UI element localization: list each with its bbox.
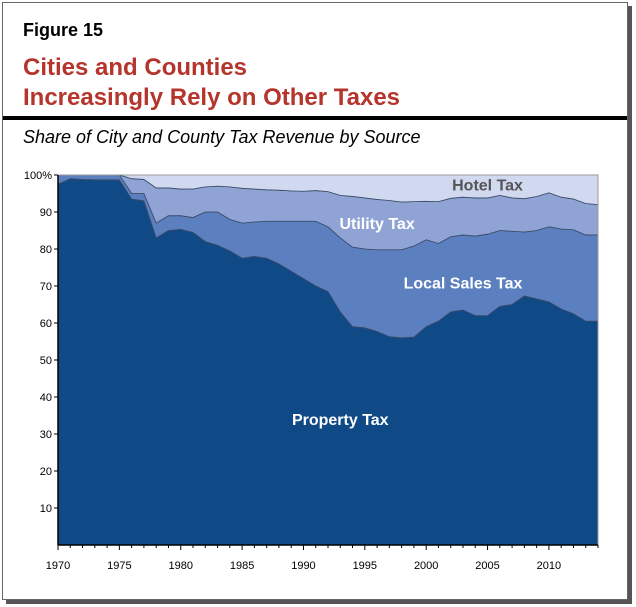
x-tick-label: 2010	[537, 560, 561, 572]
x-tick-label: 2005	[475, 560, 499, 572]
x-tick-label: 1985	[230, 560, 254, 572]
title-line-1: Cities and Counties	[23, 54, 248, 81]
x-tick-label: 1980	[168, 560, 192, 572]
y-tick-label: 60	[40, 318, 52, 330]
series-labels: Property Tax Local Sales Tax Utility Tax Ho…	[292, 177, 523, 429]
y-tick-label: 90	[40, 207, 52, 219]
chart-subtitle: Share of City and County Tax Revenue by …	[23, 127, 421, 147]
y-tick-label: 30	[40, 429, 52, 441]
y-tick-label: 40	[40, 392, 52, 404]
label-property-tax: Property Tax	[292, 412, 389, 429]
label-utility-tax: Utility Tax	[339, 216, 414, 233]
x-tick-label: 1995	[353, 560, 377, 572]
y-tick-label: 70	[40, 281, 52, 293]
label-local-sales-tax: Local Sales Tax	[404, 275, 523, 292]
y-tick-label: 100%	[24, 170, 52, 182]
label-hotel-tax: Hotel Tax	[452, 177, 523, 194]
y-tick-label: 10	[40, 503, 52, 515]
y-tick-label: 20	[40, 466, 52, 478]
y-tick-label: 50	[40, 355, 52, 367]
x-tick-label: 1970	[46, 560, 70, 572]
areas-layer	[57, 174, 599, 546]
axes-layer: 10 20 30 40 50 60 70 80 90 100% 1970 1975 1980 1985 19…	[24, 170, 599, 572]
x-tick-label: 1975	[107, 560, 131, 572]
x-tick-label: 1990	[291, 560, 315, 572]
title-line-2: Increasingly Rely on Other Taxes	[23, 84, 401, 111]
figure-title: Cities and Counties Increasingly Rely on…	[23, 53, 400, 113]
y-tick-label: 80	[40, 244, 52, 256]
x-tick-label: 2000	[414, 560, 438, 572]
figure-label: Figure 15	[23, 20, 104, 40]
title-divider	[3, 116, 627, 120]
